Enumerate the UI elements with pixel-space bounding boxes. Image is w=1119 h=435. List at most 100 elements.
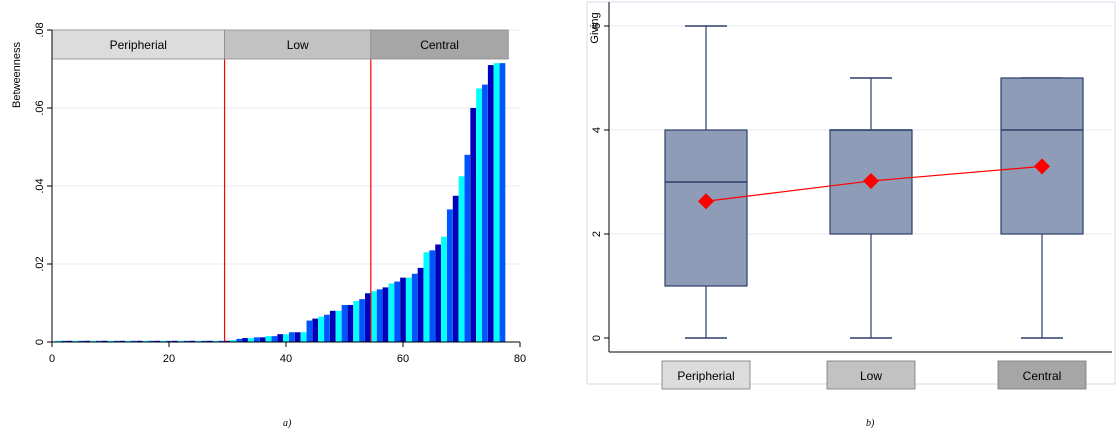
bar bbox=[90, 340, 96, 342]
y-tick-label: .08 bbox=[34, 22, 46, 37]
y-tick-label: 2 bbox=[591, 231, 603, 237]
bar bbox=[201, 340, 207, 342]
bar bbox=[294, 332, 301, 342]
bar bbox=[54, 340, 61, 342]
bar bbox=[95, 340, 102, 342]
bar bbox=[458, 176, 465, 342]
y-tick-label: .02 bbox=[34, 256, 46, 271]
category-label-box bbox=[997, 360, 1087, 390]
bar bbox=[382, 287, 389, 342]
bar bbox=[464, 154, 471, 342]
bar bbox=[248, 338, 254, 342]
bar bbox=[312, 318, 319, 342]
bar bbox=[177, 340, 184, 342]
bar bbox=[329, 310, 336, 342]
bar bbox=[370, 291, 377, 342]
y-axis-title: Betweenness bbox=[11, 41, 23, 108]
bar bbox=[283, 334, 289, 342]
y-tick-label: 4 bbox=[591, 127, 603, 133]
y-tick-label: .04 bbox=[34, 178, 46, 193]
bar bbox=[365, 293, 371, 342]
bar bbox=[482, 84, 488, 342]
bar bbox=[417, 267, 424, 342]
bar bbox=[470, 108, 477, 342]
bar bbox=[376, 289, 383, 342]
bar bbox=[242, 338, 248, 342]
bar bbox=[218, 340, 225, 342]
bar bbox=[259, 337, 266, 342]
group-label: Low bbox=[287, 38, 309, 52]
bar bbox=[306, 320, 313, 342]
bar bbox=[189, 340, 196, 342]
bar bbox=[230, 340, 237, 342]
bar bbox=[125, 340, 131, 342]
bar bbox=[160, 340, 167, 342]
group-label-box bbox=[370, 29, 509, 60]
bar bbox=[119, 340, 126, 342]
bar bbox=[452, 195, 459, 342]
bar bbox=[183, 340, 190, 342]
x-tick-label: 40 bbox=[280, 353, 292, 365]
bar bbox=[78, 340, 85, 342]
category-label: Low bbox=[860, 369, 882, 383]
group-label: Peripherial bbox=[110, 38, 167, 52]
bar bbox=[359, 299, 365, 342]
bar bbox=[324, 314, 330, 342]
bar bbox=[207, 340, 213, 342]
y-tick-label: 0 bbox=[34, 339, 46, 345]
bar bbox=[335, 310, 342, 342]
bar bbox=[411, 273, 418, 342]
bar bbox=[107, 340, 114, 342]
bar bbox=[423, 252, 430, 342]
bar bbox=[388, 283, 395, 342]
mean-marker bbox=[698, 193, 714, 210]
mean-marker bbox=[1034, 158, 1050, 175]
bar bbox=[476, 88, 482, 342]
bar bbox=[166, 340, 172, 342]
x-tick-label: 80 bbox=[514, 353, 526, 365]
category-label-box bbox=[661, 360, 751, 390]
bar bbox=[171, 340, 178, 342]
bar bbox=[236, 338, 243, 342]
bar bbox=[148, 340, 155, 342]
bar bbox=[84, 340, 90, 342]
bar bbox=[394, 281, 401, 342]
bar bbox=[493, 63, 500, 343]
category-label: Central bbox=[1023, 369, 1062, 383]
bar bbox=[318, 316, 324, 342]
bar bbox=[101, 340, 108, 342]
bar bbox=[60, 340, 67, 342]
category-label: Peripherial bbox=[677, 369, 734, 383]
bar bbox=[341, 304, 348, 342]
bar bbox=[487, 65, 494, 342]
bar bbox=[446, 209, 453, 342]
y-tick-label: 6 bbox=[591, 23, 603, 29]
bar bbox=[66, 340, 73, 342]
panel-label-b: b) bbox=[866, 418, 875, 429]
bar bbox=[271, 336, 278, 342]
betweenness-bar-chart: Betweenness Peripherial Low Central 0 .02 .0… bbox=[11, 22, 526, 365]
bar bbox=[353, 301, 360, 342]
bar bbox=[224, 340, 231, 342]
bar bbox=[400, 277, 406, 342]
bar bbox=[265, 336, 272, 342]
bar bbox=[212, 340, 219, 342]
bar bbox=[441, 236, 447, 342]
x-tick-label: 60 bbox=[397, 353, 409, 365]
bar bbox=[435, 244, 441, 342]
box-iqr bbox=[1000, 77, 1084, 235]
bar bbox=[347, 304, 354, 342]
y-tick-label: 0 bbox=[591, 335, 603, 341]
category-label-box bbox=[826, 360, 916, 390]
bar bbox=[154, 340, 161, 342]
bar bbox=[300, 332, 307, 342]
bar bbox=[499, 63, 506, 343]
bar bbox=[113, 340, 120, 342]
bar bbox=[131, 340, 137, 342]
bar bbox=[288, 332, 295, 342]
group-label: Central bbox=[420, 38, 459, 52]
bar bbox=[253, 337, 260, 342]
mean-marker bbox=[863, 172, 879, 189]
panel-label-a: a) bbox=[283, 418, 292, 429]
giving-box-plot: Giving 0 2 4 6 Peripherial Low Central bbox=[586, 1, 1116, 390]
